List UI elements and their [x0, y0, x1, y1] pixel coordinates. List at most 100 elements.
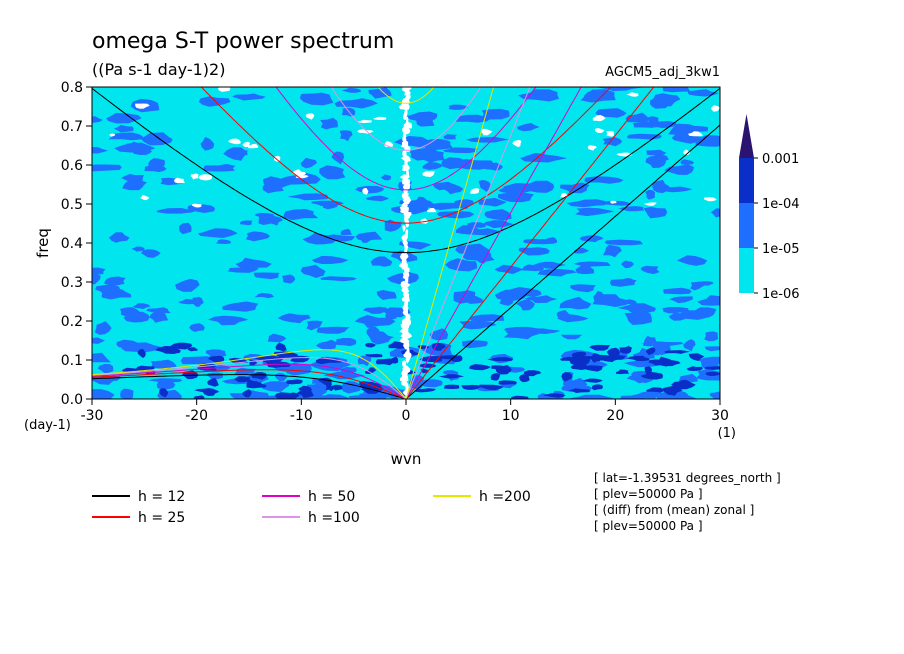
contour-patch [287, 193, 328, 201]
contour-gap [401, 192, 409, 201]
contour-gap [247, 143, 259, 149]
contour-patch [325, 383, 334, 392]
contour-patch [254, 293, 275, 299]
contour-patch [624, 310, 652, 325]
contour-patch [198, 96, 231, 107]
contour-patch [319, 165, 346, 180]
contour-patch [695, 135, 720, 147]
x-tick-label: -10 [290, 408, 313, 424]
legend-label: h = 50 [308, 489, 355, 505]
contour-gap [688, 131, 703, 137]
contour-patch [645, 156, 666, 168]
contour-patch [267, 333, 287, 343]
contour-patch [575, 207, 615, 217]
contour-patch [518, 247, 550, 256]
contour-gap [401, 318, 412, 327]
contour-gap [592, 115, 606, 122]
contour-patch [246, 379, 258, 388]
contour-patch [156, 380, 176, 390]
colorbar-label: 1e-05 [762, 242, 800, 257]
contour-patch [469, 364, 491, 371]
contour-patch [455, 114, 491, 123]
x-tick-label: -20 [185, 408, 208, 424]
contour-gap [406, 169, 409, 177]
contour-patch [432, 343, 446, 351]
contour-patch [645, 347, 656, 356]
contour-patch [575, 264, 595, 275]
colorbar-label: 1e-06 [762, 287, 800, 302]
contour-patch [439, 374, 465, 379]
contour-gap [109, 133, 116, 137]
contour-gap [135, 103, 150, 109]
contour-patch [668, 123, 698, 136]
contour-gap [305, 113, 315, 120]
contour-patch [662, 307, 689, 314]
contour-patch [646, 387, 668, 393]
contour-patch [478, 180, 492, 192]
contour-gap [402, 177, 411, 187]
contour-gap [403, 351, 412, 360]
colorbar-swatch [739, 158, 754, 203]
contour-patch [582, 378, 603, 383]
contour-patch [302, 232, 338, 245]
contour-patch [648, 116, 659, 128]
contour-patch [106, 113, 142, 124]
legend-label: h =100 [308, 510, 360, 526]
contour-patch [156, 208, 197, 214]
contour-patch [653, 93, 681, 107]
contour-patch [662, 385, 683, 396]
contour-patch [563, 378, 588, 392]
contour-patch [414, 388, 436, 393]
dispersion-curve [92, 363, 407, 399]
contour-patch [253, 272, 280, 280]
contour-gap [402, 196, 412, 205]
contour-patch [126, 141, 139, 151]
contour-patch [92, 389, 115, 399]
contour-patch [299, 92, 334, 106]
contour-gap [401, 379, 408, 387]
legend: h = 12 h = 25 h = 50 h =100 h =200 [92, 489, 531, 526]
contour-patch [487, 357, 514, 362]
contour-gap [643, 202, 657, 206]
contour-patch [189, 323, 205, 332]
contour-patch [559, 356, 575, 361]
contour-patch [208, 356, 222, 363]
contour-patch [653, 121, 678, 128]
contour-patch [108, 132, 144, 141]
contour-patch [561, 372, 573, 382]
x-axis-unit: (1) [718, 426, 736, 441]
contour-patch [481, 108, 510, 120]
contour-patch [215, 239, 231, 244]
contour-patch [92, 267, 106, 276]
contour-patch [414, 114, 435, 127]
contour-patch [339, 130, 353, 142]
contour-gap [358, 119, 373, 124]
contour-patch [606, 347, 620, 357]
y-tick-label: 0.3 [61, 275, 83, 291]
contour-patch [306, 382, 329, 396]
contour-patch [459, 320, 497, 330]
contour-patch [595, 108, 627, 118]
contour-patch [584, 176, 624, 184]
contour-patch [533, 261, 566, 270]
contour-patch [277, 313, 311, 324]
y-tick-label: 0.5 [61, 197, 83, 213]
contour-patch [503, 183, 539, 192]
contour-gap [610, 200, 617, 204]
contour-patch [365, 342, 376, 348]
contour-patch [200, 137, 215, 151]
contour-gap [405, 116, 409, 125]
contour-patch [207, 315, 249, 326]
contour-patch [520, 152, 568, 163]
contour-patch [259, 381, 290, 392]
contour-gap [587, 145, 597, 151]
contour-patch [697, 356, 720, 366]
contour-patch [95, 284, 121, 295]
contour-gap [401, 154, 411, 162]
contour-patch [643, 206, 668, 219]
x-tick-label: 10 [502, 408, 520, 424]
contour-patch [597, 87, 642, 92]
contour-patch [120, 307, 140, 317]
contour-patch [662, 186, 693, 193]
y-tick-label: 0.0 [61, 392, 83, 408]
